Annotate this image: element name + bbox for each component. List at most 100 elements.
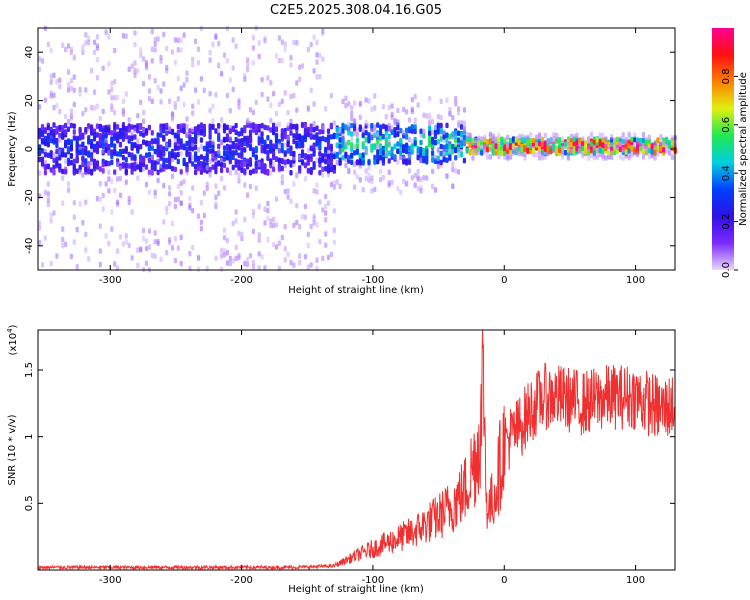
spectrogram-cell <box>387 158 391 164</box>
spectrogram-cell <box>639 138 643 144</box>
spectrogram-cell <box>116 131 120 137</box>
spectrogram-cell <box>399 150 403 156</box>
spectrogram-cell <box>72 54 76 61</box>
spectrogram-cell <box>425 155 429 162</box>
spectrogram-cell <box>604 145 608 152</box>
spectrogram-cell <box>306 264 310 270</box>
spectrogram-cell <box>618 146 622 153</box>
spectrogram-cell <box>662 147 666 153</box>
spectrogram-cell <box>581 145 585 152</box>
spectrogram-cell <box>234 255 238 262</box>
spectrogram-cell <box>179 190 183 196</box>
spectrogram-cell <box>419 157 423 163</box>
spectrogram-cell <box>92 49 97 56</box>
spectrogram-cell <box>503 144 507 151</box>
spectrogram-cell <box>300 160 305 166</box>
spectrogram-cell <box>43 152 47 158</box>
spectrogram-cell <box>379 177 383 183</box>
spectrogram-cell <box>208 158 212 165</box>
spectrogram-cell <box>624 153 628 159</box>
spectrogram-cell <box>329 92 333 99</box>
spectrogram-cell <box>274 196 279 202</box>
spectrogram-cell <box>457 130 461 137</box>
spectrogram-cell <box>168 155 172 161</box>
spectrogram-cell <box>248 253 253 259</box>
spectrogram-cell <box>269 218 273 224</box>
spectrogram-cell <box>445 143 449 150</box>
spectrogram-cell <box>373 129 377 135</box>
spectrogram-cell <box>107 34 111 40</box>
spectrogram-cell <box>179 200 183 206</box>
spectrogram-cell <box>367 165 371 171</box>
spectrogram-cell <box>578 143 582 149</box>
spectrogram-cell <box>312 126 316 133</box>
spectrogram-cell <box>101 168 105 174</box>
spectrogram-cell <box>104 142 108 149</box>
spectrogram-cell <box>55 253 59 259</box>
spectrogram-cell <box>64 122 68 129</box>
spectrogram-cell <box>289 170 293 176</box>
spectrogram-cell <box>205 165 209 171</box>
spectrogram-cell <box>214 255 218 261</box>
spectrogram-cell <box>283 257 287 263</box>
spectrogram-cell <box>199 25 203 32</box>
colorbar-tick-label: 0.6 <box>721 117 732 133</box>
spectrogram-cell <box>344 124 348 131</box>
spectrogram-cell <box>636 140 640 146</box>
spectrogram-cell <box>237 145 241 151</box>
spectrogram-cell <box>350 146 354 152</box>
spectrogram-cell <box>309 41 313 48</box>
spectrogram-cell <box>480 150 484 156</box>
spectrogram-cell <box>355 137 359 144</box>
spectrogram-cell <box>390 103 394 109</box>
spectrogram-cell <box>136 175 140 181</box>
spectrogram-cell <box>338 137 342 143</box>
spectrogram-cell <box>347 168 351 175</box>
spectrogram-cell <box>497 153 501 160</box>
spectrogram-cell <box>240 231 244 238</box>
spectrogram-cell <box>277 57 281 64</box>
spectrogram-cell <box>46 201 50 208</box>
spectrogram-cell <box>98 248 102 254</box>
spectrogram-cell <box>246 57 250 63</box>
spectrogram-cell <box>173 197 177 203</box>
spectrogram-cell <box>234 169 238 175</box>
spectrogram-cell <box>578 147 582 154</box>
spectrogram-cell <box>66 43 71 49</box>
spectrogram-cell <box>280 98 284 105</box>
spectrogram-cell <box>436 122 440 129</box>
spectrogram-cell <box>194 163 198 170</box>
spectrogram-cell <box>92 147 97 153</box>
spectrogram-cell <box>361 132 365 138</box>
spectrogram-cell <box>503 154 507 160</box>
spectrogram-cell <box>292 92 296 99</box>
spectrogram-cell <box>142 235 146 242</box>
spectrogram-cell <box>569 148 573 154</box>
spectrogram-cell <box>55 125 59 132</box>
spectrogram-cell <box>269 117 273 124</box>
spectrogram-cell <box>615 136 620 143</box>
spectrogram-cell <box>182 179 186 185</box>
spectrogram-cell <box>81 141 85 147</box>
spectrogram-cell <box>286 251 290 258</box>
spectrogram-cell <box>361 187 365 193</box>
spectrogram-cell <box>165 157 169 164</box>
spectrogram-cell <box>116 248 120 254</box>
spectrogram-cell <box>326 141 331 147</box>
spectrogram-cell <box>257 140 261 146</box>
spectrogram-cell <box>121 124 125 131</box>
spectrogram-cell <box>222 235 227 241</box>
spectrogram-cell <box>194 133 198 140</box>
spectrogram-cell <box>251 213 255 219</box>
spectrogram-cell <box>353 184 357 190</box>
spectrogram-cell <box>332 239 336 246</box>
spectrogram-cell <box>598 132 602 138</box>
spectrogram-cell <box>234 150 238 156</box>
spectrogram-cell <box>110 149 114 155</box>
spectrogram-cell <box>471 149 475 156</box>
spectrogram-cell <box>289 55 293 61</box>
spectrogram-cell <box>448 143 452 150</box>
spectrogram-cell <box>202 145 206 152</box>
spectrogram-cell <box>644 139 648 145</box>
spectrogram-cell <box>552 143 556 149</box>
